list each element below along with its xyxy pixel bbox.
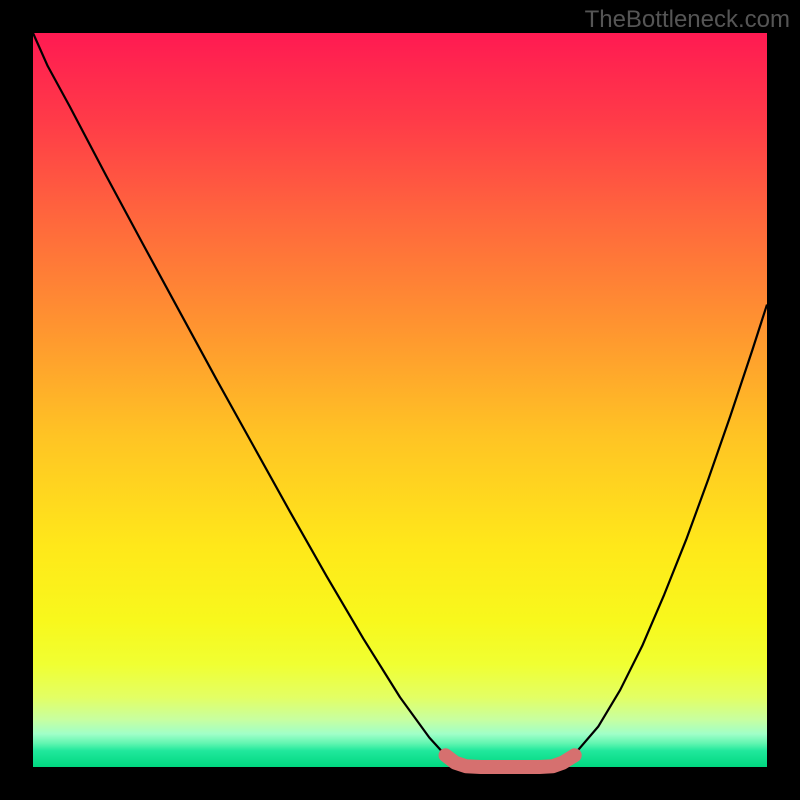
plot-area — [33, 33, 767, 767]
watermark-text: TheBottleneck.com — [585, 6, 790, 34]
chart-container: TheBottleneck.com — [0, 0, 800, 800]
chart-svg — [0, 0, 800, 800]
